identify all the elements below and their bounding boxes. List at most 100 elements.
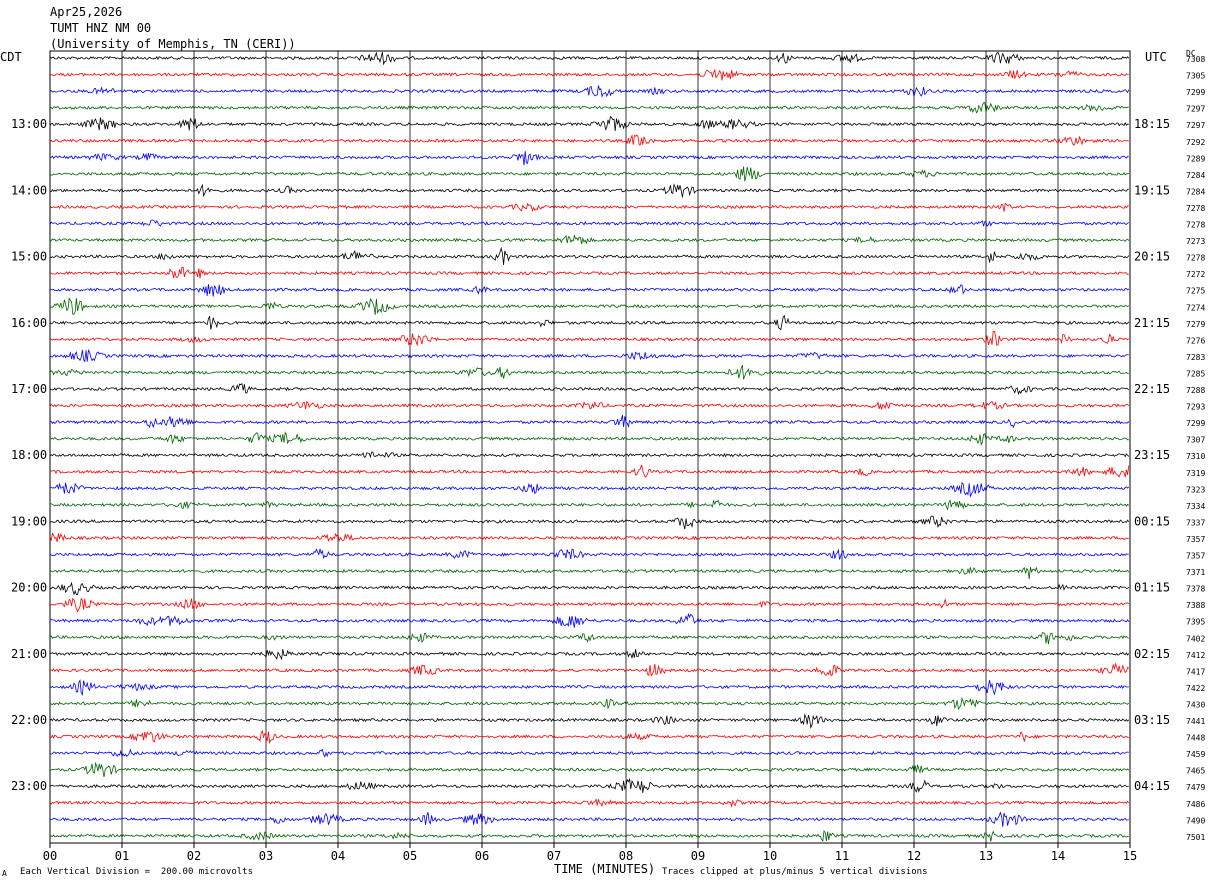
dc-offset-label: 7430 xyxy=(1186,700,1205,709)
dc-offset-label: 7378 xyxy=(1186,585,1205,594)
x-tick-label: 10 xyxy=(763,849,777,863)
seismic-trace xyxy=(49,183,1129,198)
right-time-label: 04:15 xyxy=(1134,779,1170,793)
seismic-trace xyxy=(49,464,1130,478)
left-time-label: 13:00 xyxy=(11,117,47,131)
seismic-trace xyxy=(49,581,1130,596)
right-time-label: 03:15 xyxy=(1134,713,1170,727)
dc-offset-label: 7278 xyxy=(1186,221,1205,230)
dc-offset-label: 7479 xyxy=(1186,783,1205,792)
dc-offset-label: 7371 xyxy=(1186,568,1205,577)
dc-offset-label: 7417 xyxy=(1186,667,1205,676)
seismic-trace xyxy=(49,266,1129,279)
right-time-label: 22:15 xyxy=(1134,382,1170,396)
seismic-trace xyxy=(49,349,1129,363)
dc-offset-label: 7288 xyxy=(1186,386,1205,395)
dc-offset-label: 7279 xyxy=(1186,320,1205,329)
right-time-label: 20:15 xyxy=(1134,250,1170,264)
right-time-label: 18:15 xyxy=(1134,117,1170,131)
seismic-trace xyxy=(49,166,1129,182)
seismic-trace xyxy=(49,797,1130,808)
dc-offset-label: 7297 xyxy=(1186,105,1205,114)
x-tick-label: 09 xyxy=(691,849,705,863)
x-tick-label: 07 xyxy=(547,849,561,863)
dc-offset-label: 7274 xyxy=(1186,303,1205,312)
seismic-trace xyxy=(49,566,1130,580)
seismic-trace xyxy=(49,234,1130,245)
left-time-label: 14:00 xyxy=(11,183,47,197)
dc-offset-label: 7275 xyxy=(1186,287,1205,296)
left-time-label: 23:00 xyxy=(11,779,47,793)
left-time-label: 22:00 xyxy=(11,713,47,727)
seismic-trace xyxy=(49,330,1130,346)
seismic-trace xyxy=(50,761,1130,778)
dc-offset-label: 7337 xyxy=(1186,518,1205,527)
left-time-label: 21:00 xyxy=(11,647,47,661)
dc-offset-label: 7441 xyxy=(1186,717,1205,726)
right-time-label: 21:15 xyxy=(1134,316,1170,330)
seismic-trace xyxy=(49,679,1129,696)
dc-offset-label: 7307 xyxy=(1186,436,1205,445)
scale-note: Each Vertical Division = 200.00 microvol… xyxy=(20,867,253,877)
dc-offset-label: 7285 xyxy=(1186,369,1205,378)
seismic-trace xyxy=(49,85,1130,98)
dc-offset-label: 7273 xyxy=(1186,237,1205,246)
dc-offset-label: 7459 xyxy=(1186,750,1205,759)
seismic-trace xyxy=(49,314,1130,331)
x-tick-label: 11 xyxy=(835,849,849,863)
seismic-trace xyxy=(49,246,1130,265)
seismic-trace xyxy=(49,829,1129,842)
dc-offset-label: 7293 xyxy=(1186,403,1205,412)
left-time-label: 19:00 xyxy=(11,514,47,528)
dc-offset-label: 7310 xyxy=(1186,452,1205,461)
seismic-trace xyxy=(49,597,1130,613)
dc-offset-label: 7283 xyxy=(1186,353,1205,362)
plot-header: Apr25,2026 TUMT HNZ NM 00 (University of… xyxy=(50,4,296,52)
seismic-trace xyxy=(50,777,1129,793)
right-timezone-label: UTC xyxy=(1145,50,1167,64)
seismic-trace xyxy=(49,482,1130,498)
dc-offset-label: 7272 xyxy=(1186,270,1205,279)
left-time-label: 18:00 xyxy=(11,448,47,462)
seismic-trace xyxy=(49,631,1129,645)
x-tick-label: 12 xyxy=(907,849,921,863)
dc-offset-label: 7278 xyxy=(1186,254,1205,263)
seismic-trace xyxy=(50,151,1129,166)
seismic-trace xyxy=(49,51,1130,66)
right-time-label: 00:15 xyxy=(1134,514,1170,528)
dc-offset-label: 7292 xyxy=(1186,138,1205,147)
dc-offset-label: 7278 xyxy=(1186,204,1205,213)
seismic-trace xyxy=(49,400,1130,410)
dc-offset-label: 7334 xyxy=(1186,502,1205,511)
dc-offset-label: 7486 xyxy=(1186,800,1205,809)
seismic-trace xyxy=(49,649,1130,661)
seismic-trace xyxy=(49,115,1129,132)
seismic-trace xyxy=(49,134,1129,146)
dc-column-label: DC xyxy=(1186,49,1196,58)
x-tick-label: 00 xyxy=(43,849,57,863)
seismic-trace xyxy=(49,811,1129,827)
x-tick-label: 04 xyxy=(331,849,345,863)
dc-offset-label: 7305 xyxy=(1186,72,1205,81)
left-timezone-label: CDT xyxy=(0,50,22,64)
station-label: TUMT HNZ NM 00 xyxy=(50,21,152,35)
dc-offset-label: 7308 xyxy=(1186,55,1205,64)
dc-offset-label: 7388 xyxy=(1186,601,1205,610)
x-tick-label: 03 xyxy=(259,849,273,863)
dc-offset-label: 7284 xyxy=(1186,187,1205,196)
seismic-trace xyxy=(49,730,1129,745)
dc-offset-label: 7357 xyxy=(1186,552,1205,561)
left-time-label: 20:00 xyxy=(11,581,47,595)
dc-offset-label: 7289 xyxy=(1186,154,1205,163)
seismic-trace xyxy=(49,219,1129,227)
corner-mark: A xyxy=(2,869,7,878)
seismic-trace xyxy=(49,284,1130,297)
dc-offset-label: 7299 xyxy=(1186,88,1205,97)
x-axis-title: TIME (MINUTES) xyxy=(554,862,656,876)
dc-offset-label: 7422 xyxy=(1186,684,1205,693)
left-time-label: 17:00 xyxy=(11,382,47,396)
dc-offset-label: 7490 xyxy=(1186,816,1205,825)
seismic-trace xyxy=(49,431,1129,446)
left-time-label: 15:00 xyxy=(11,250,47,264)
